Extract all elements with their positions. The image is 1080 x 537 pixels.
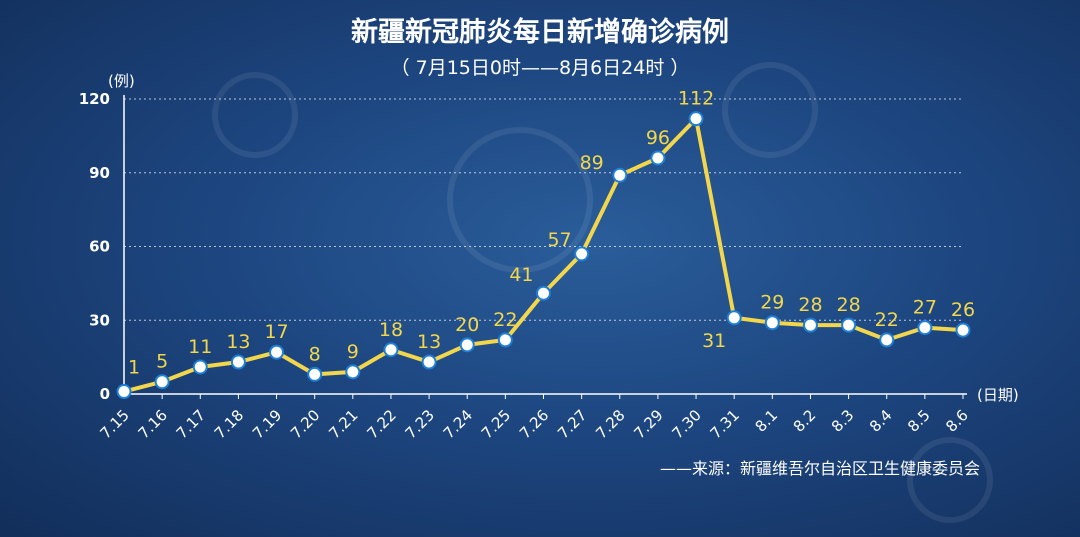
y-tick-label: 30 (89, 311, 110, 329)
x-tick-label: 7.30 (669, 406, 705, 442)
data-point (536, 285, 551, 301)
x-tick-label: 8.1 (752, 406, 782, 436)
data-point (574, 246, 590, 262)
y-tick-label: 120 (79, 90, 110, 108)
data-point (688, 111, 704, 127)
x-tick-label: 7.31 (707, 406, 743, 442)
x-tick-label: 7.17 (173, 406, 209, 442)
data-label: 29 (760, 292, 784, 314)
x-tick-label: 7.26 (516, 406, 552, 442)
y-tick-labels: 0 30 60 90 120 (79, 90, 110, 403)
data-label: 89 (580, 152, 604, 174)
x-tick-label: 7.19 (249, 406, 285, 442)
x-tick-label: 7.28 (592, 406, 628, 442)
data-label: 112 (678, 88, 714, 110)
x-tick-label: 7.24 (440, 406, 476, 442)
y-tick-label: 90 (89, 164, 110, 182)
x-tick-label: 8.2 (790, 406, 820, 436)
x-tick-label: 7.21 (325, 406, 361, 442)
data-label: 1 (128, 357, 140, 379)
data-label: 5 (156, 351, 168, 373)
data-label: 28 (836, 294, 860, 316)
axes (123, 95, 967, 399)
x-tick-label: 7.23 (402, 406, 438, 442)
data-label: 31 (702, 330, 726, 352)
data-label: 26 (951, 299, 975, 321)
x-tick-label: 7.15 (96, 406, 132, 442)
x-tick-label: 8.3 (828, 406, 858, 436)
x-tick-label: 7.27 (554, 406, 590, 442)
data-point (192, 359, 208, 375)
x-tick-label: 7.22 (363, 406, 399, 442)
source-note: ——来源：新疆维吾尔自治区卫生健康委员会 (660, 459, 980, 478)
x-tick-label: 7.18 (211, 406, 247, 442)
data-point (230, 354, 246, 370)
data-point (841, 317, 857, 333)
data-point (116, 384, 132, 400)
data-point (421, 354, 437, 370)
data-point (383, 342, 399, 358)
x-tick-labels: 7.15 7.16 7.17 7.18 7.19 7.20 7.21 7.22 7.23 7.24… (96, 406, 971, 442)
data-label: 13 (226, 331, 250, 353)
data-point (955, 322, 971, 338)
data-point (879, 332, 895, 348)
data-label: 96 (646, 127, 670, 149)
x-tick-label: 7.25 (478, 406, 514, 442)
x-tick-label: 8.6 (942, 406, 972, 436)
data-label: 17 (264, 321, 288, 343)
data-label: 20 (455, 314, 479, 336)
data-point (307, 366, 323, 382)
chart-title: 新疆新冠肺炎每日新增确诊病例 (351, 16, 729, 48)
chart-subtitle: （ 7月15日0时——8月6日24时 ） (391, 57, 690, 79)
data-points (116, 111, 971, 400)
data-point (612, 167, 628, 183)
data-label: 8 (309, 343, 321, 365)
data-point (154, 374, 170, 390)
data-point (764, 315, 780, 331)
data-label: 13 (417, 331, 441, 353)
x-tick-label: 7.20 (287, 406, 323, 442)
data-label: 22 (875, 309, 899, 331)
data-point (726, 310, 742, 326)
x-tick-label: 8.5 (904, 406, 934, 436)
x-tick-label: 7.29 (630, 406, 666, 442)
x-tick-label: 8.4 (866, 406, 896, 436)
data-label: 18 (379, 319, 403, 341)
data-point (650, 150, 666, 166)
background-decoration (212, 62, 993, 523)
data-label: 27 (913, 297, 937, 319)
data-label: 41 (509, 264, 533, 286)
data-point (917, 320, 933, 336)
x-axis-label: (日期) (977, 386, 1019, 404)
y-axis-label: (例) (108, 72, 135, 90)
data-label: 22 (493, 309, 517, 331)
y-tick-label: 0 (100, 385, 110, 403)
data-label: 57 (547, 229, 571, 251)
data-label: 9 (347, 341, 359, 363)
data-label: 11 (188, 336, 212, 358)
x-tick-label: 7.16 (135, 406, 171, 442)
data-point (497, 332, 513, 348)
data-point (269, 344, 285, 360)
data-label: 28 (798, 294, 822, 316)
y-tick-label: 60 (89, 238, 110, 256)
data-point (459, 337, 475, 353)
data-point (345, 364, 361, 380)
data-point (802, 317, 818, 333)
